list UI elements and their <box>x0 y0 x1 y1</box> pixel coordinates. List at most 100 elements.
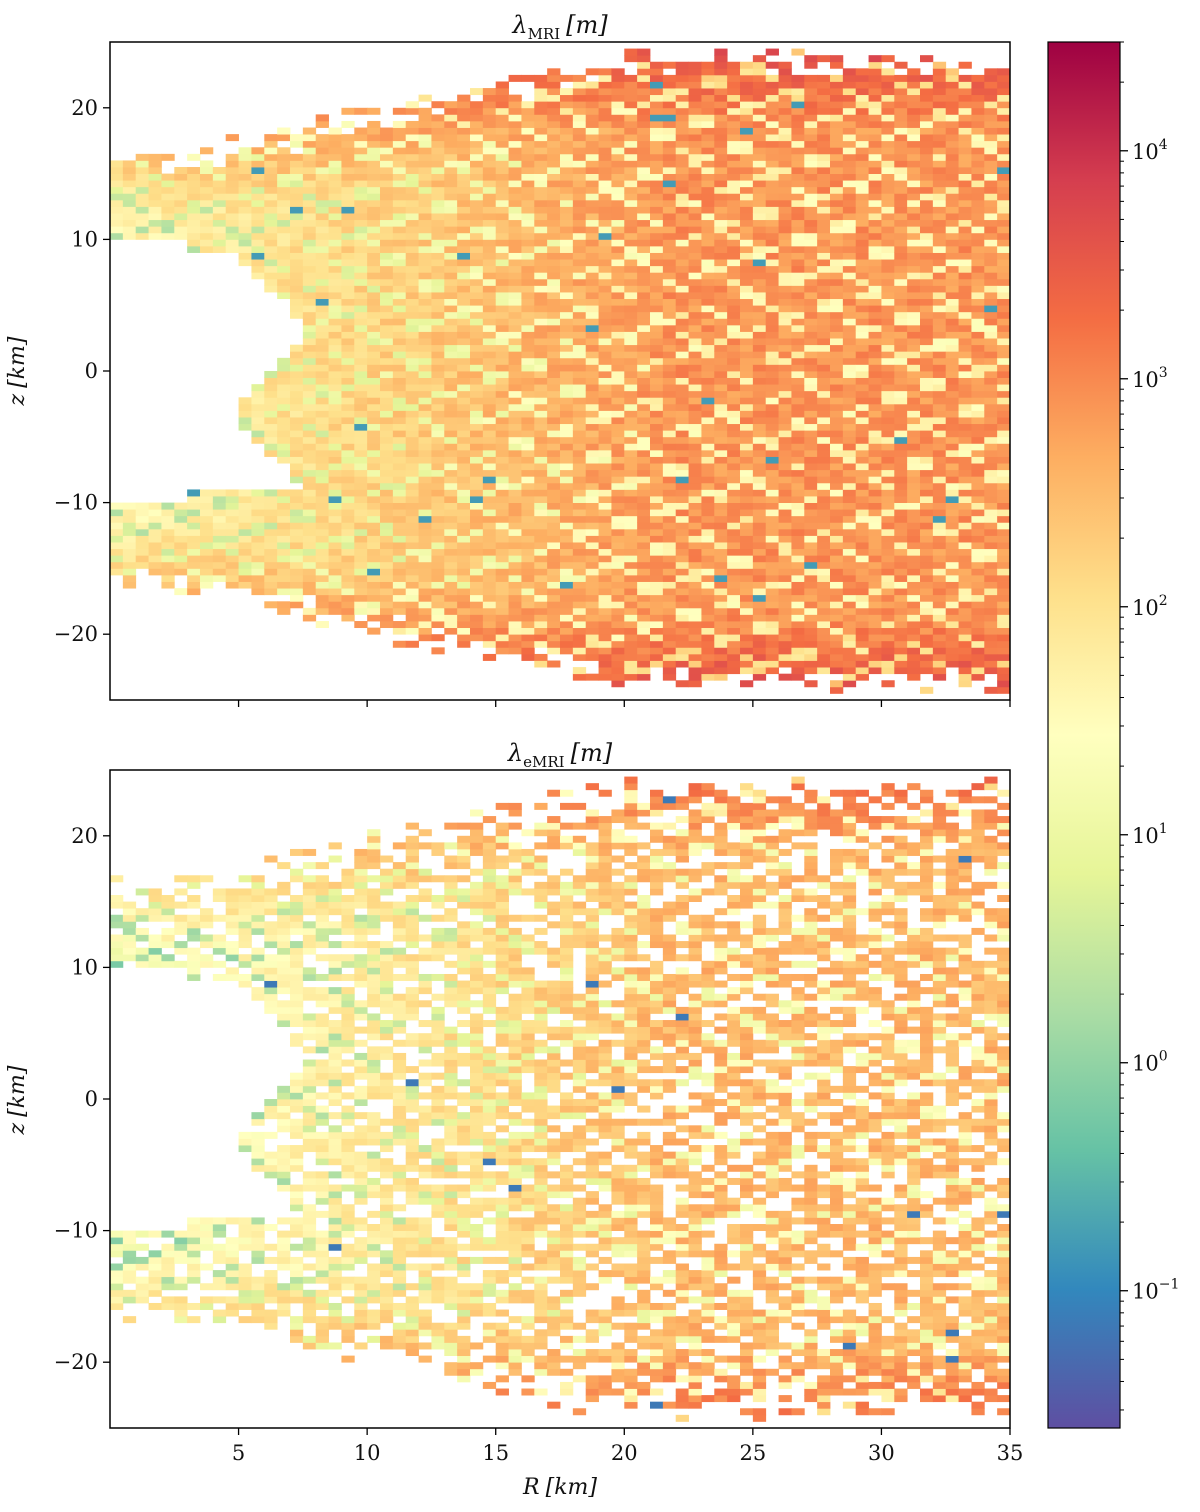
heatmap-cell <box>122 167 137 174</box>
heatmap-cell <box>212 232 227 240</box>
heatmap-cell <box>907 436 921 444</box>
heatmap-cell <box>714 469 728 477</box>
heatmap-cell <box>521 272 535 280</box>
heatmap-cell <box>521 410 535 418</box>
heatmap-cell <box>714 607 728 615</box>
heatmap-cell <box>238 239 252 247</box>
heatmap-cell <box>560 173 574 181</box>
heatmap-cell <box>302 403 317 411</box>
heatmap-cell <box>752 482 767 490</box>
heatmap-cell <box>380 134 394 142</box>
heatmap-cell <box>495 338 509 346</box>
heatmap-cell <box>405 509 419 517</box>
heatmap-cell <box>495 397 509 405</box>
heatmap-cell <box>290 167 304 174</box>
heatmap-cell <box>791 456 805 464</box>
heatmap-cell <box>290 180 304 188</box>
heatmap-cell <box>778 199 792 207</box>
heatmap-cell <box>650 397 664 405</box>
heatmap-cell <box>932 548 947 556</box>
heatmap-cell <box>585 338 599 346</box>
heatmap-cell <box>688 81 702 89</box>
heatmap-cell <box>431 417 445 425</box>
heatmap-cell <box>135 213 149 221</box>
heatmap-cell <box>547 496 561 503</box>
heatmap-cell <box>894 667 908 675</box>
heatmap-cell <box>675 680 689 688</box>
heatmap-cell <box>714 134 728 142</box>
heatmap-cell <box>920 509 934 517</box>
heatmap-cell <box>547 232 561 240</box>
heatmap-cell <box>611 410 625 418</box>
heatmap-cell <box>290 239 304 247</box>
heatmap-cell <box>650 384 664 392</box>
heatmap-cell <box>662 390 677 398</box>
heatmap-cell <box>495 226 509 234</box>
heatmap-cell <box>380 489 394 497</box>
heatmap-cell <box>457 561 471 569</box>
heatmap-cell <box>611 522 625 530</box>
heatmap-cell <box>830 134 844 142</box>
heatmap-cell <box>920 298 934 306</box>
heatmap-cell <box>367 292 381 300</box>
heatmap-cell <box>842 581 857 589</box>
heatmap-cell <box>457 120 471 128</box>
heatmap-cell <box>855 522 869 530</box>
heatmap-cell <box>662 469 677 477</box>
heatmap-cell <box>495 344 509 352</box>
heatmap-cell <box>868 206 882 214</box>
heatmap-cell <box>470 436 484 444</box>
heatmap-cell <box>765 614 779 622</box>
heatmap-cell <box>662 548 677 556</box>
heatmap-cell <box>212 561 227 569</box>
heatmap-cell <box>894 371 908 378</box>
heatmap-cell <box>817 193 831 201</box>
heatmap-cell <box>662 607 677 615</box>
heatmap-cell <box>572 107 587 115</box>
heatmap-cell <box>881 449 895 457</box>
heatmap-cell <box>817 542 831 550</box>
heatmap-cell <box>907 673 921 681</box>
heatmap-cell <box>727 292 741 300</box>
heatmap-cell <box>701 653 715 661</box>
heatmap-cell <box>727 522 741 530</box>
heatmap-cell <box>855 74 869 82</box>
heatmap-cell <box>392 607 407 615</box>
heatmap-cell <box>495 252 509 260</box>
heatmap-cell <box>611 594 625 602</box>
heatmap-cell <box>881 568 895 576</box>
heatmap-cell <box>585 180 599 188</box>
heatmap-cell <box>380 535 394 543</box>
heatmap-cell <box>534 114 548 122</box>
heatmap-cell <box>431 515 445 523</box>
heatmap-cell <box>328 607 342 615</box>
heatmap-cell <box>817 377 831 385</box>
heatmap-cell <box>855 167 869 174</box>
heatmap-cell <box>572 173 587 181</box>
heatmap-cell <box>200 160 214 168</box>
heatmap-cell <box>624 167 638 174</box>
heatmap-cell <box>727 555 741 563</box>
heatmap-cell <box>598 647 612 655</box>
heatmap-cell <box>778 430 792 438</box>
heatmap-cell <box>161 219 175 227</box>
heatmap-cell <box>457 167 471 174</box>
heatmap-cell <box>894 627 908 635</box>
heatmap-cell <box>611 496 625 503</box>
heatmap-cell <box>495 456 509 464</box>
heatmap-cell <box>868 463 882 471</box>
heatmap-cell <box>495 167 509 174</box>
heatmap-cell <box>482 311 497 319</box>
heatmap-cell <box>418 311 432 319</box>
heatmap-cell <box>740 588 754 596</box>
heatmap-cell <box>868 357 882 365</box>
heatmap-cell <box>431 305 445 313</box>
heatmap-cell <box>328 199 342 207</box>
heatmap-cell <box>611 627 625 635</box>
heatmap-cell <box>650 482 664 490</box>
heatmap-cell <box>315 206 329 214</box>
heatmap-cell <box>701 134 715 142</box>
heatmap-cell <box>611 68 625 76</box>
heatmap-cell <box>830 180 844 188</box>
heatmap-cell <box>637 245 651 253</box>
